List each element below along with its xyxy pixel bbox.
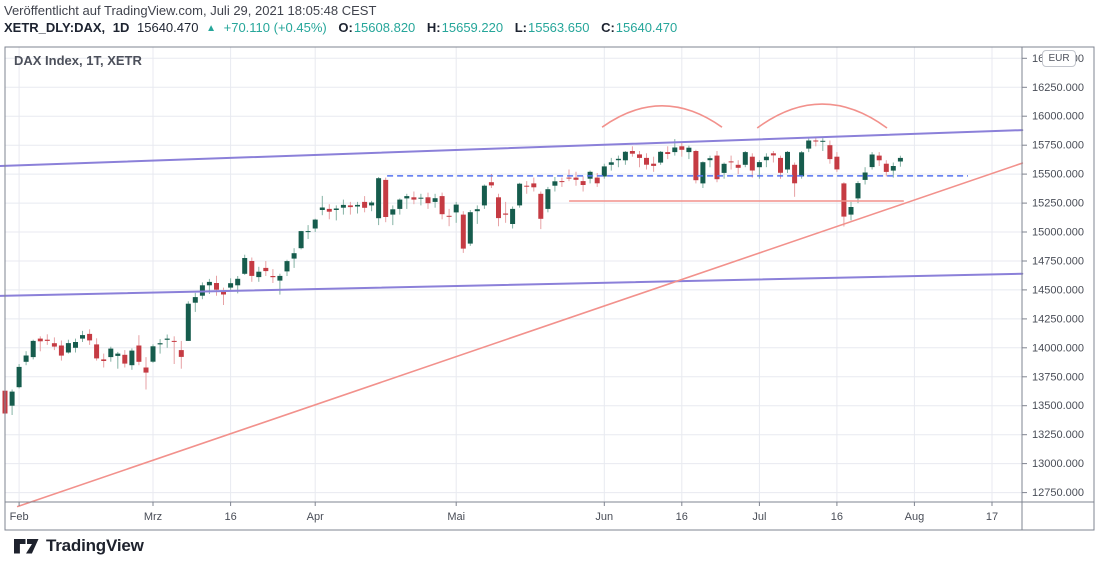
symbol-legend[interactable]: XETR_DLY:DAX, 1D 15640.470 ▲ +70.110 (+0… bbox=[4, 20, 681, 35]
low-value: 15563.650 bbox=[527, 20, 590, 35]
candles-layer bbox=[2, 137, 903, 428]
grid-lines bbox=[5, 47, 1022, 502]
high-value: 15659.220 bbox=[441, 20, 504, 35]
svg-text:13000.000: 13000.000 bbox=[1032, 458, 1084, 470]
close-value: 15640.470 bbox=[615, 20, 678, 35]
channel-upper-trendline bbox=[0, 129, 1024, 167]
tradingview-footer[interactable]: TradingView bbox=[14, 536, 144, 556]
svg-text:17: 17 bbox=[986, 511, 998, 523]
svg-text:13750.000: 13750.000 bbox=[1032, 371, 1084, 383]
up-triangle-icon: ▲ bbox=[206, 23, 216, 34]
svg-text:Aug: Aug bbox=[905, 511, 925, 523]
svg-text:Jul: Jul bbox=[752, 511, 766, 523]
drawings-layer[interactable] bbox=[0, 103, 1024, 508]
svg-text:14250.000: 14250.000 bbox=[1032, 313, 1084, 325]
rising-support-trendline bbox=[16, 162, 1024, 508]
pattern-arc-1 bbox=[601, 105, 723, 128]
svg-text:15000.000: 15000.000 bbox=[1032, 227, 1084, 239]
tradingview-brand-text: TradingView bbox=[46, 536, 144, 555]
svg-text:13500.000: 13500.000 bbox=[1032, 400, 1084, 412]
last-price: 15640.470 bbox=[137, 20, 199, 35]
svg-text:14000.000: 14000.000 bbox=[1032, 342, 1084, 354]
price-change: +70.110 (+0.45%) bbox=[223, 20, 327, 35]
svg-text:12750.000: 12750.000 bbox=[1032, 487, 1084, 499]
chart-plot-area[interactable] bbox=[5, 47, 1022, 502]
pattern-arc-2 bbox=[756, 103, 888, 129]
low-label: L: bbox=[514, 20, 527, 35]
open-label: O: bbox=[338, 20, 353, 35]
published-info: Veröffentlicht auf TradingView.com, Juli… bbox=[4, 3, 377, 18]
tradingview-logo-icon bbox=[14, 538, 39, 553]
open-value: 15608.820 bbox=[353, 20, 416, 35]
svg-text:Feb: Feb bbox=[10, 511, 29, 523]
svg-text:15250.000: 15250.000 bbox=[1032, 198, 1084, 210]
svg-text:16250.000: 16250.000 bbox=[1032, 82, 1084, 94]
chart-title: DAX Index, 1T, XETR bbox=[14, 53, 142, 68]
svg-text:15750.000: 15750.000 bbox=[1032, 140, 1084, 152]
svg-text:Apr: Apr bbox=[307, 511, 324, 523]
chart-frame bbox=[4, 46, 1095, 531]
currency-badge[interactable]: EUR bbox=[1042, 50, 1076, 67]
svg-text:16000.000: 16000.000 bbox=[1032, 111, 1084, 123]
high-label: H: bbox=[426, 20, 441, 35]
svg-text:Jun: Jun bbox=[595, 511, 613, 523]
svg-text:Mai: Mai bbox=[447, 511, 465, 523]
close-label: C: bbox=[601, 20, 615, 35]
svg-text:16: 16 bbox=[831, 511, 843, 523]
svg-text:16: 16 bbox=[224, 511, 236, 523]
channel-lower-trendline bbox=[0, 272, 1024, 297]
svg-text:14750.000: 14750.000 bbox=[1032, 256, 1084, 268]
price-axis[interactable]: 16500.00016250.00016000.00015750.0001550… bbox=[1022, 53, 1084, 499]
svg-text:13250.000: 13250.000 bbox=[1032, 429, 1084, 441]
interval-label: 1D bbox=[112, 20, 130, 35]
svg-text:14500.000: 14500.000 bbox=[1032, 284, 1084, 296]
svg-text:Mrz: Mrz bbox=[144, 511, 162, 523]
symbol-name: XETR_DLY:DAX, bbox=[4, 20, 106, 35]
svg-text:16: 16 bbox=[676, 511, 688, 523]
time-axis[interactable]: Feb Mrz 16 Apr Mai Jun 16 Jul 16 Aug 17 bbox=[10, 502, 999, 523]
svg-text:15500.000: 15500.000 bbox=[1032, 169, 1084, 181]
